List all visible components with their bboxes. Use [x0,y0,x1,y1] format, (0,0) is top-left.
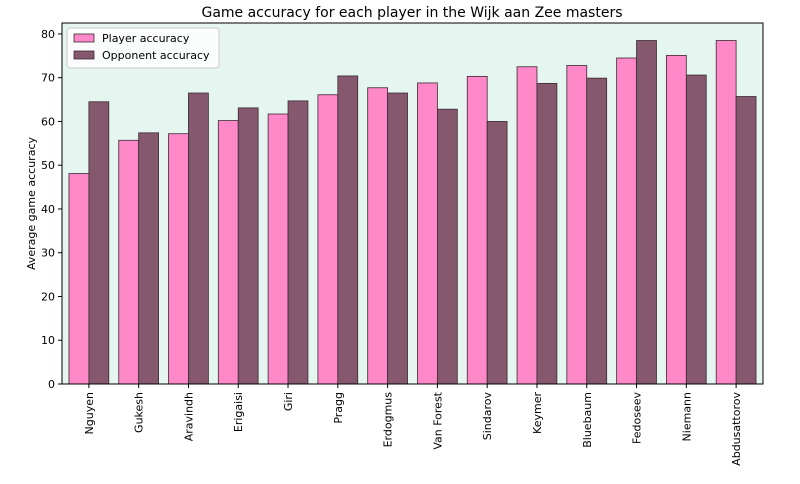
bar-player-nguyen [68,173,90,385]
bar-opponent-sindarov [486,121,508,385]
bar-opponent-aravindh [188,92,209,385]
x-tick-label: Erdogmus [382,392,395,448]
bar-opponent-niemann [685,74,707,385]
y-axis-label: Average game accuracy [25,137,38,270]
y-tick-label: 40 [41,203,55,216]
chart-title: Game accuracy for each player in the Wij… [201,5,622,21]
bar-opponent-pragg [337,75,359,385]
bar-opponent-erdogmus [387,92,408,385]
x-tick-label: Fedoseev [631,392,644,444]
y-tick-label: 30 [41,247,55,260]
x-tick-label: Keymer [531,392,544,434]
x-tick-label: Abdusattorov [730,392,743,466]
bar-player-fedoseev [616,57,637,385]
legend: Player accuracy Opponent accuracy [66,27,220,69]
x-tick-label: Bluebaum [581,392,594,448]
x-tick-label: Niemann [680,392,693,441]
bar-opponent-erigaisi [237,107,259,385]
y-tick-label: 20 [41,290,55,303]
bar-opponent-bluebaum [586,77,608,385]
y-tick-label: 0 [48,378,55,391]
plot-background [62,23,763,384]
bar-opponent-abdusattorov [735,96,757,385]
bar-player-erdogmus [367,87,389,385]
bar-opponent-nguyen [88,101,110,385]
bar-player-pragg [317,94,339,385]
bar-player-niemann [666,54,687,385]
bar-player-keymer [516,66,538,385]
bar-opponent-gukesh [138,132,159,385]
bar-opponent-van-forest [436,108,458,385]
x-tick-label: Pragg [332,392,345,424]
legend-box [66,27,220,69]
bar-player-giri [267,113,289,385]
y-tick-label: 50 [41,159,55,172]
bar-player-aravindh [168,133,189,385]
y-tick-label: 10 [41,334,55,347]
bar-player-van-forest [417,82,438,385]
y-tick-label: 70 [41,72,55,85]
bar-opponent-giri [287,100,309,385]
x-tick-label: Aravindh [182,392,195,441]
legend-swatch [73,33,95,43]
bar-player-sindarov [466,75,488,385]
y-tick-label: 80 [41,28,55,41]
x-tick-label: Gukesh [133,392,146,433]
legend-label: Player accuracy [102,32,190,45]
x-tick-label: Van Forest [431,391,444,449]
legend-swatch [73,50,95,60]
bar-player-bluebaum [566,65,588,385]
bar-player-erigaisi [217,120,239,385]
y-tick-label: 60 [41,115,55,128]
bar-opponent-keymer [536,82,558,385]
x-tick-label: Giri [282,392,295,411]
bar-opponent-fedoseev [636,40,657,385]
x-tick-label: Erigaisi [232,392,245,432]
legend-label: Opponent accuracy [102,49,210,62]
bar-player-gukesh [118,139,140,385]
x-tick-label: Sindarov [481,392,494,441]
plot-frame [61,22,764,385]
bar-player-abdusattorov [715,40,737,385]
x-tick-label: Nguyen [83,392,96,434]
